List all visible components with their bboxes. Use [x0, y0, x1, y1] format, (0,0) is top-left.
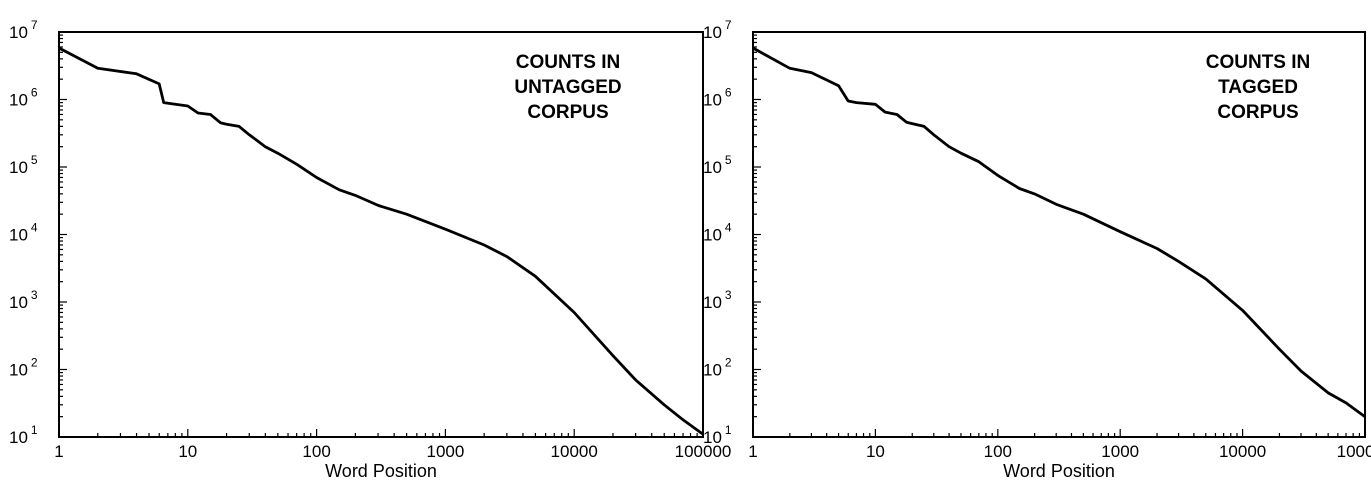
- y-tick-label: 10 4: [703, 221, 732, 245]
- y-tick-label: 10 6: [9, 86, 38, 110]
- x-tick-label: 10: [178, 442, 197, 461]
- y-tick-exponent: 6: [31, 86, 38, 100]
- y-tick-label: 10 5: [703, 153, 732, 177]
- y-tick-exponent: 2: [725, 356, 732, 370]
- y-tick-exponent: 5: [31, 153, 38, 167]
- y-tick-label: 10 4: [9, 221, 38, 245]
- y-tick-label: 10 3: [9, 288, 38, 312]
- y-tick-label: 10 7: [9, 18, 38, 42]
- x-tick-label: 100000: [1337, 442, 1371, 461]
- y-tick-exponent: 4: [725, 221, 732, 235]
- y-tick-exponent: 4: [31, 221, 38, 235]
- x-tick-label: 10000: [1219, 442, 1266, 461]
- x-tick-label: 10: [866, 442, 885, 461]
- y-tick-exponent: 3: [31, 288, 38, 302]
- y-tick-exponent: 7: [725, 18, 732, 32]
- series-line: [58, 46, 704, 436]
- y-tick-label: 10 6: [703, 86, 732, 110]
- y-tick-label: 10 2: [9, 356, 38, 380]
- x-axis-label: Word Position: [1003, 461, 1115, 481]
- annotation-line: CORPUS: [1217, 102, 1298, 123]
- y-tick-exponent: 1: [31, 423, 38, 437]
- y-tick-exponent: 7: [31, 18, 38, 32]
- x-tick-label: 1: [748, 442, 757, 461]
- x-tick-label: 100: [984, 442, 1012, 461]
- y-tick-label: 10 7: [703, 18, 732, 42]
- x-tick-label: 1: [54, 442, 63, 461]
- x-tick-label: 1000: [1101, 442, 1139, 461]
- annotation-line: UNTAGGED: [514, 77, 621, 98]
- annotation-line: COUNTS IN: [516, 52, 621, 73]
- x-tick-label: 10000: [551, 442, 598, 461]
- y-tick-label: 10 5: [9, 153, 38, 177]
- y-tick-label: 10 2: [703, 356, 732, 380]
- y-tick-exponent: 3: [725, 288, 732, 302]
- x-axis-label: Word Position: [325, 461, 437, 481]
- annotation-line: CORPUS: [527, 102, 608, 123]
- x-tick-label: 100000: [675, 442, 732, 461]
- y-tick-exponent: 1: [725, 423, 732, 437]
- x-tick-label: 1000: [426, 442, 464, 461]
- annotation-line: TAGGED: [1218, 77, 1298, 98]
- series-line: [752, 46, 1366, 418]
- x-tick-label: 100: [302, 442, 330, 461]
- y-tick-label: 10 3: [703, 288, 732, 312]
- annotation-line: COUNTS IN: [1206, 52, 1311, 73]
- y-tick-exponent: 2: [31, 356, 38, 370]
- y-tick-exponent: 5: [725, 153, 732, 167]
- y-tick-exponent: 6: [725, 86, 732, 100]
- y-tick-label: 10 1: [9, 423, 38, 447]
